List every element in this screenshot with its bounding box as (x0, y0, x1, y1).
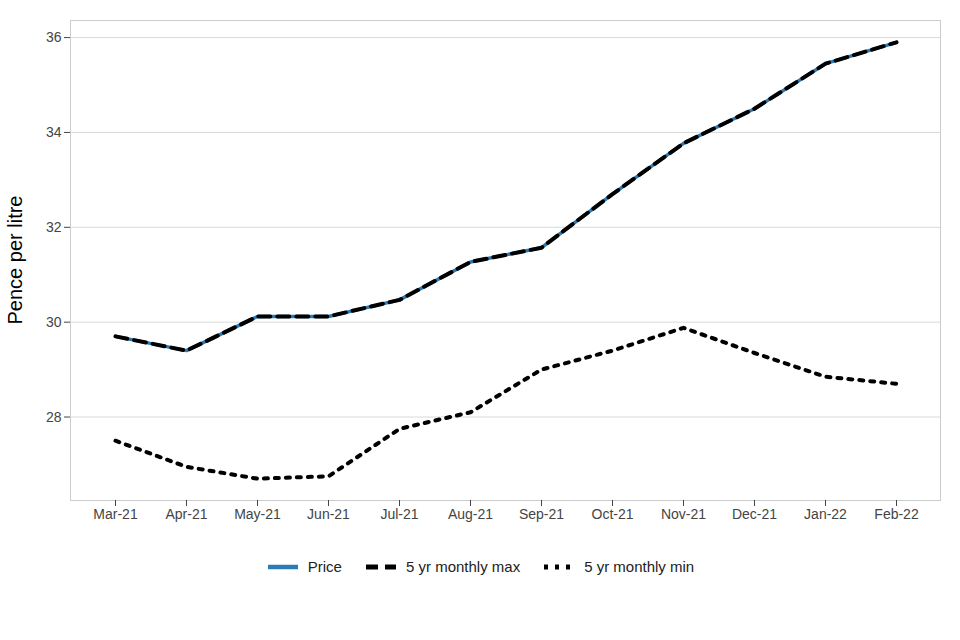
html-text:Price: Price (307, 558, 342, 575)
svg-text:Jun-21: Jun-21 (307, 506, 350, 522)
svg-text:34: 34 (46, 124, 62, 140)
svg-text:Jul-21: Jul-21 (380, 506, 418, 522)
svg-text:Pence per litre: Pence per litre (4, 196, 26, 325)
svg-text:Feb-22: Feb-22 (874, 506, 919, 522)
html-text:5 yr monthly max: 5 yr monthly max (406, 558, 521, 575)
svg-text:Oct-21: Oct-21 (591, 506, 633, 522)
svg-text:Apr-21: Apr-21 (165, 506, 207, 522)
svg-text:Jan-22: Jan-22 (804, 506, 847, 522)
svg-text:28: 28 (46, 409, 62, 425)
html-text:5 yr monthly min: 5 yr monthly min (584, 558, 695, 575)
svg-text:Sep-21: Sep-21 (519, 506, 564, 522)
svg-text:Mar-21: Mar-21 (93, 506, 138, 522)
svg-text:30: 30 (46, 314, 62, 330)
svg-text:Dec-21: Dec-21 (732, 506, 777, 522)
svg-text:Aug-21: Aug-21 (448, 506, 493, 522)
svg-text:32: 32 (46, 219, 62, 235)
svg-text:36: 36 (46, 29, 62, 45)
svg-text:May-21: May-21 (234, 506, 281, 522)
svg-text:Nov-21: Nov-21 (661, 506, 706, 522)
